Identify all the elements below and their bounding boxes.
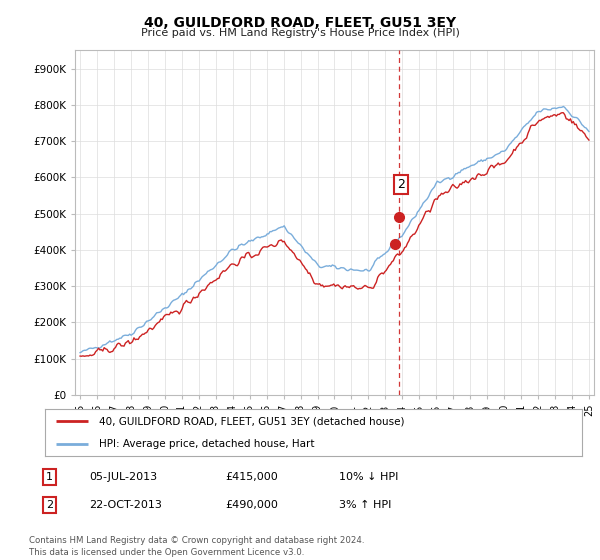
Text: 2: 2	[46, 500, 53, 510]
Text: £490,000: £490,000	[225, 500, 278, 510]
Text: 2: 2	[397, 178, 405, 191]
Text: HPI: Average price, detached house, Hart: HPI: Average price, detached house, Hart	[98, 439, 314, 449]
Text: 10% ↓ HPI: 10% ↓ HPI	[339, 472, 398, 482]
Text: 40, GUILDFORD ROAD, FLEET, GU51 3EY (detached house): 40, GUILDFORD ROAD, FLEET, GU51 3EY (det…	[98, 416, 404, 426]
Text: 3% ↑ HPI: 3% ↑ HPI	[339, 500, 391, 510]
Text: £415,000: £415,000	[225, 472, 278, 482]
Text: Price paid vs. HM Land Registry's House Price Index (HPI): Price paid vs. HM Land Registry's House …	[140, 28, 460, 38]
Text: 22-OCT-2013: 22-OCT-2013	[89, 500, 161, 510]
Text: Contains HM Land Registry data © Crown copyright and database right 2024.
This d: Contains HM Land Registry data © Crown c…	[29, 536, 364, 557]
Text: 05-JUL-2013: 05-JUL-2013	[89, 472, 157, 482]
Text: 40, GUILDFORD ROAD, FLEET, GU51 3EY: 40, GUILDFORD ROAD, FLEET, GU51 3EY	[144, 16, 456, 30]
Text: 1: 1	[46, 472, 53, 482]
